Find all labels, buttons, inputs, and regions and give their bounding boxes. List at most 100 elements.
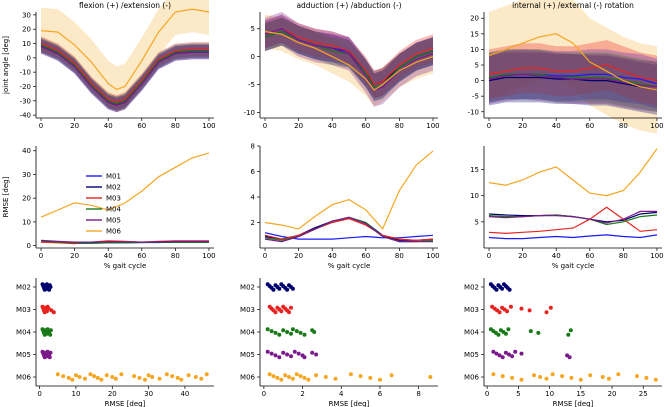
x-axis-title-gait: % gait cycle [328,262,371,270]
scatter-point-m06 [358,374,363,379]
scatter-point-m06 [606,376,611,381]
scatter-point-m04 [265,327,270,332]
series-line-m06 [40,152,210,218]
angle-rotation-y-tick-label: -5 [472,93,479,101]
scatter-point-m05 [494,351,499,356]
scatter-point-m03 [497,310,502,315]
scatter-point-m06 [95,375,100,380]
scatter-point-m06 [267,372,272,377]
x-axis-title-rmse: RMSE [deg] [105,400,146,407]
band-m05 [265,12,433,107]
scatter-adduction-panel: 0 2 4 6 8 M02 M03 M04 M05 M06 [240,278,438,398]
scatter-point-m03 [279,309,284,314]
rmse-flexion-y-tick-label: 40 [22,147,31,155]
scatter-point-m03 [527,308,532,313]
rmse-adduction-panel: 0 20 40 60 80 100 2 4 6 8 [251,143,440,261]
scatter-point-m06 [157,376,162,381]
scatter-point-m06 [143,377,147,382]
scatter-point-m06 [510,375,515,380]
scatter-point-m06 [146,373,151,378]
scatter-point-m06 [287,375,291,379]
scatter-point-m06 [428,375,433,379]
scatter-point-m06 [55,372,60,377]
legend-label-m05: M05 [106,217,121,225]
angle-flexion-x-tick-label: 60 [137,122,146,130]
angle-adduction-x-tick-label: 80 [395,122,404,130]
scatter-flexion-x-tick-label: 40 [180,390,189,398]
scatter-point-m04 [289,331,293,336]
band-m06 [265,14,433,107]
scatter-point-m03 [287,310,291,315]
scatter-adduction-category-label: M02 [240,284,255,292]
rmse-rotation-y-tick-label: 10 [470,192,479,200]
scatter-point-m04 [302,332,307,337]
scatter-point-m04 [568,328,573,333]
rmse-flexion-x-tick-label: 60 [137,252,146,260]
scatter-point-m04 [294,329,299,334]
scatter-point-m06 [491,372,496,377]
scatter-flexion-panel: 0 10 20 30 40 M02 M03 M04 M05 M06 [16,278,214,398]
scatter-point-m06 [104,373,109,378]
rmse-rotation-y-tick-label: 15 [470,166,479,174]
angle-flexion-y-tick-label: 0 [27,54,31,62]
rmse-flexion-x-tick-label: 40 [104,252,113,260]
scatter-point-m02 [500,286,505,291]
scatter-point-m02 [507,287,512,292]
scatter-point-m04 [285,330,290,334]
scatter-adduction-x-tick-label: 0 [262,390,266,398]
scatter-point-m04 [273,330,278,335]
legend-label-m01: M01 [106,173,121,181]
scatter-point-m03 [51,310,56,315]
band-m04 [265,17,433,102]
scatter-rotation-x-tick-label: 5 [516,390,520,398]
rmse-rotation-panel: 0 20 40 60 80 100 5 10 15 [470,146,664,260]
rmse-adduction-y-tick-label: 6 [251,168,256,176]
rmse-flexion-panel: 0 20 40 60 80 100 0 10 20 30 40 [22,146,216,260]
panel-title: flexion (+) /extension (-) [79,1,171,10]
rmse-flexion-x-tick-label: 0 [39,252,43,260]
scatter-point-m02 [494,287,499,292]
angle-flexion-x-tick-label: 20 [70,122,79,130]
panel-title: adduction (+) /abduction (-) [296,1,401,10]
angle-adduction-x-tick-label: 60 [361,122,370,130]
series-line-m04 [40,44,209,105]
scatter-point-m06 [113,376,118,381]
scatter-point-m06 [600,375,605,379]
angle-rotation-y-tick-label: 15 [470,30,479,38]
series-line-m03 [264,218,434,241]
scatter-point-m06 [378,377,382,382]
series-line-m05 [40,239,209,243]
scatter-point-m06 [137,375,142,380]
scatter-flexion-x-tick-label: 10 [71,390,80,398]
scatter-flexion-x-tick-label: 20 [108,390,117,398]
scatter-rotation-category-label: M04 [464,329,479,337]
scatter-point-m02 [290,286,295,291]
angle-rotation-y-tick-label: -10 [468,108,479,116]
scatter-rotation-x-tick-label: 25 [639,390,648,398]
scatter-point-m06 [77,375,82,379]
scatter-point-m05 [513,349,518,354]
scatter-point-m06 [204,372,209,377]
scatter-point-m04 [48,328,53,333]
rmse-flexion-y-tick-label: 30 [22,171,31,179]
angle-flexion-y-tick-label: 20 [22,26,31,34]
scatter-point-m06 [179,377,184,382]
scatter-rotation-category-label: M06 [464,374,479,382]
scatter-point-m05 [48,350,53,355]
angle-flexion-x-tick-label: 100 [202,122,215,130]
angle-flexion-y-tick-label: -20 [20,83,31,91]
rmse-flexion-x-tick-label: 100 [202,252,215,260]
angle-adduction-y-tick-label: -10 [244,109,255,117]
angle-rotation-x-tick-label: 40 [552,122,561,130]
angle-adduction-x-tick-label: 100 [426,122,439,130]
scatter-point-m05 [289,354,293,359]
scatter-point-m04 [536,330,541,335]
scatter-point-m04 [281,328,286,333]
rmse-rotation-x-tick-label: 60 [585,252,594,260]
rmse-adduction-x-tick-label: 40 [328,252,337,260]
scatter-point-m06 [389,373,394,378]
scatter-point-m06 [368,375,373,380]
series-line-m06 [264,30,434,91]
scatter-adduction-x-tick-label: 6 [378,390,383,398]
legend-label-m03: M03 [106,195,121,203]
